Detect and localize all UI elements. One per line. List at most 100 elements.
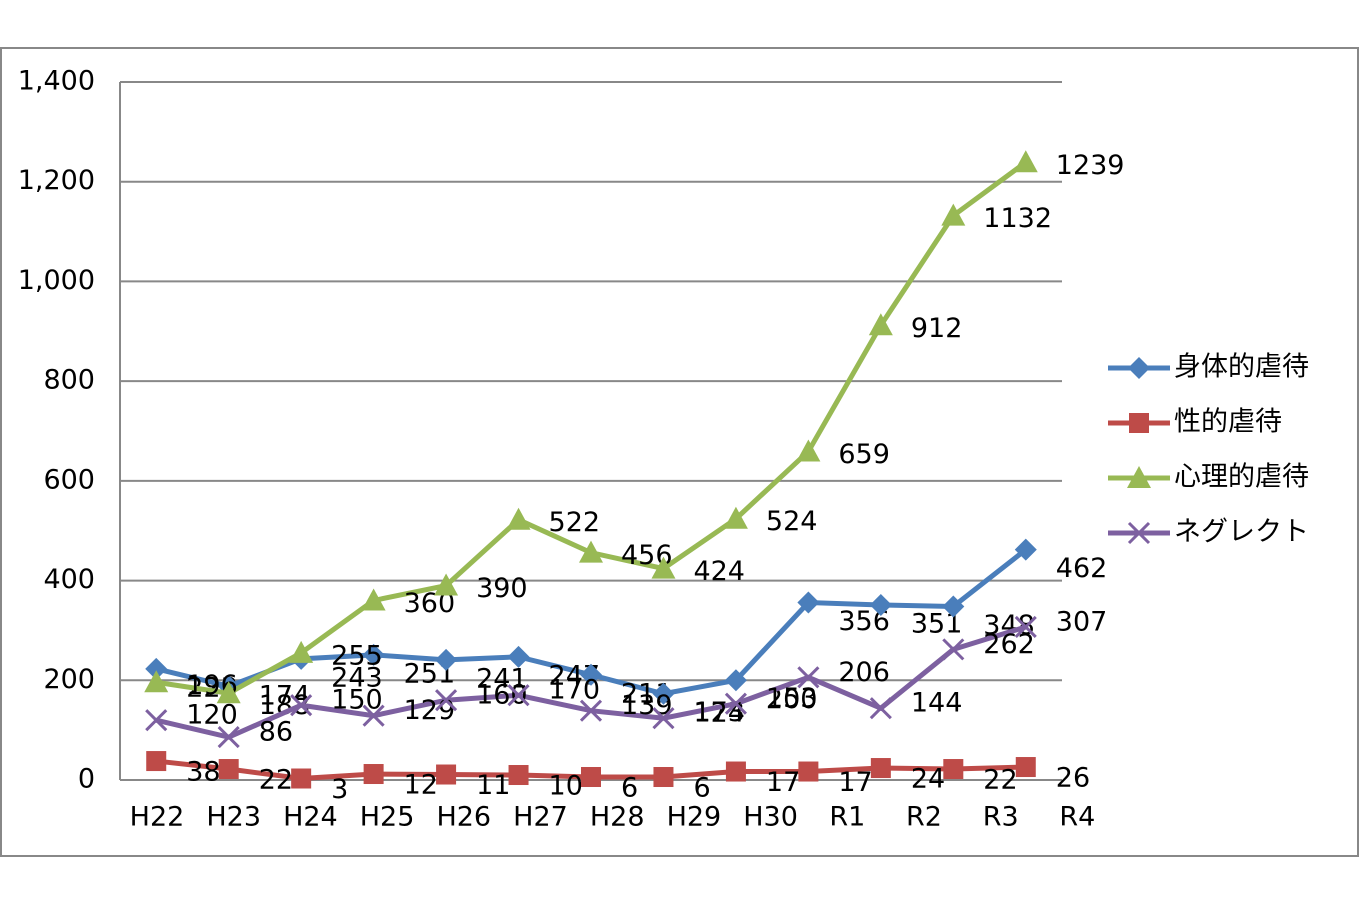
marker [797,666,820,689]
marker [723,506,748,529]
data-label: 26 [1056,763,1090,794]
marker [797,591,820,614]
x-tick-label: H23 [206,802,261,833]
legend-label: ネグレクト [1174,517,1309,548]
marker [653,767,674,788]
marker [507,645,530,668]
data-label: 24 [911,764,945,795]
marker [1013,150,1038,173]
y-tick-label: 200 [43,664,95,695]
marker [362,704,385,727]
marker [798,761,819,782]
x-tick-label: R1 [829,802,865,833]
data-label: 659 [838,439,890,470]
marker [145,709,168,732]
marker [579,540,603,563]
data-label: 241 [476,663,528,694]
data-label: 6 [621,773,638,804]
data-label: 153 [766,683,818,714]
marker [580,663,602,686]
marker [724,669,747,692]
data-label: 262 [983,629,1035,660]
data-label: 22 [259,765,293,796]
x-tick-label: R2 [906,802,942,833]
data-label: 462 [1056,553,1108,584]
data-label: 1132 [983,203,1052,234]
marker [216,681,241,704]
x-tick-label: H29 [667,802,722,833]
y-tick-label: 1,200 [18,165,95,196]
data-label: 10 [549,771,583,802]
marker [869,594,892,617]
legend-marker [1127,521,1151,545]
legend-marker [1127,466,1151,488]
data-label: 524 [766,506,818,537]
marker [144,670,169,693]
data-label: 206 [838,657,890,688]
legend-label: 性的虐待 [1174,407,1282,438]
marker [796,439,821,462]
marker [507,684,530,707]
data-label: 17 [766,767,800,798]
marker [942,595,965,618]
marker [289,640,314,663]
data-label: 243 [331,662,383,693]
data-label: 255 [331,640,383,671]
x-tick-label: R4 [1059,802,1095,833]
y-tick-label: 1,000 [18,265,95,296]
marker [508,765,529,786]
legend-label: 身体的虐待 [1174,352,1309,383]
marker [506,507,531,530]
marker [291,768,312,789]
x-tick-label: H22 [130,802,185,833]
data-label: 120 [186,700,238,731]
marker [218,759,239,780]
marker [1015,757,1036,778]
marker [581,767,601,788]
data-label: 11 [476,770,510,801]
x-tick-label: H27 [513,802,568,833]
marker [435,689,458,712]
marker [361,588,386,611]
data-label: 86 [259,717,293,748]
marker [217,726,240,749]
marker [870,758,891,779]
marker [363,764,384,785]
marker [652,707,675,730]
marker [1014,615,1037,638]
marker [362,643,385,666]
marker [942,638,965,661]
data-label: 150 [331,685,383,716]
y-tick-label: 400 [43,564,95,595]
marker [652,682,675,705]
y-tick-label: 600 [43,464,95,495]
marker [651,556,676,579]
marker [579,699,603,722]
marker [941,203,966,226]
data-label: 12 [404,770,438,801]
x-tick-label: H24 [283,802,338,833]
data-label: 38 [186,757,220,788]
data-label: 170 [549,675,601,706]
marker [436,764,457,785]
y-tick-label: 0 [78,764,95,795]
legend-label: 心理的虐待 [1174,462,1309,493]
x-tick-label: R3 [983,802,1019,833]
marker [145,657,168,680]
marker [724,692,747,715]
data-label: 144 [911,688,963,719]
data-label: 22 [983,765,1017,796]
data-label: 424 [693,556,745,587]
marker [1014,538,1037,561]
x-tick-label: H26 [436,802,491,833]
data-label: 390 [476,573,528,604]
data-label: 6 [693,773,710,804]
data-label: 912 [911,313,963,344]
y-tick-label: 1,400 [18,66,95,97]
data-label: 307 [1056,606,1108,637]
marker [725,761,746,782]
marker [290,694,313,717]
marker [434,573,459,596]
marker [435,648,458,671]
marker [943,759,964,780]
